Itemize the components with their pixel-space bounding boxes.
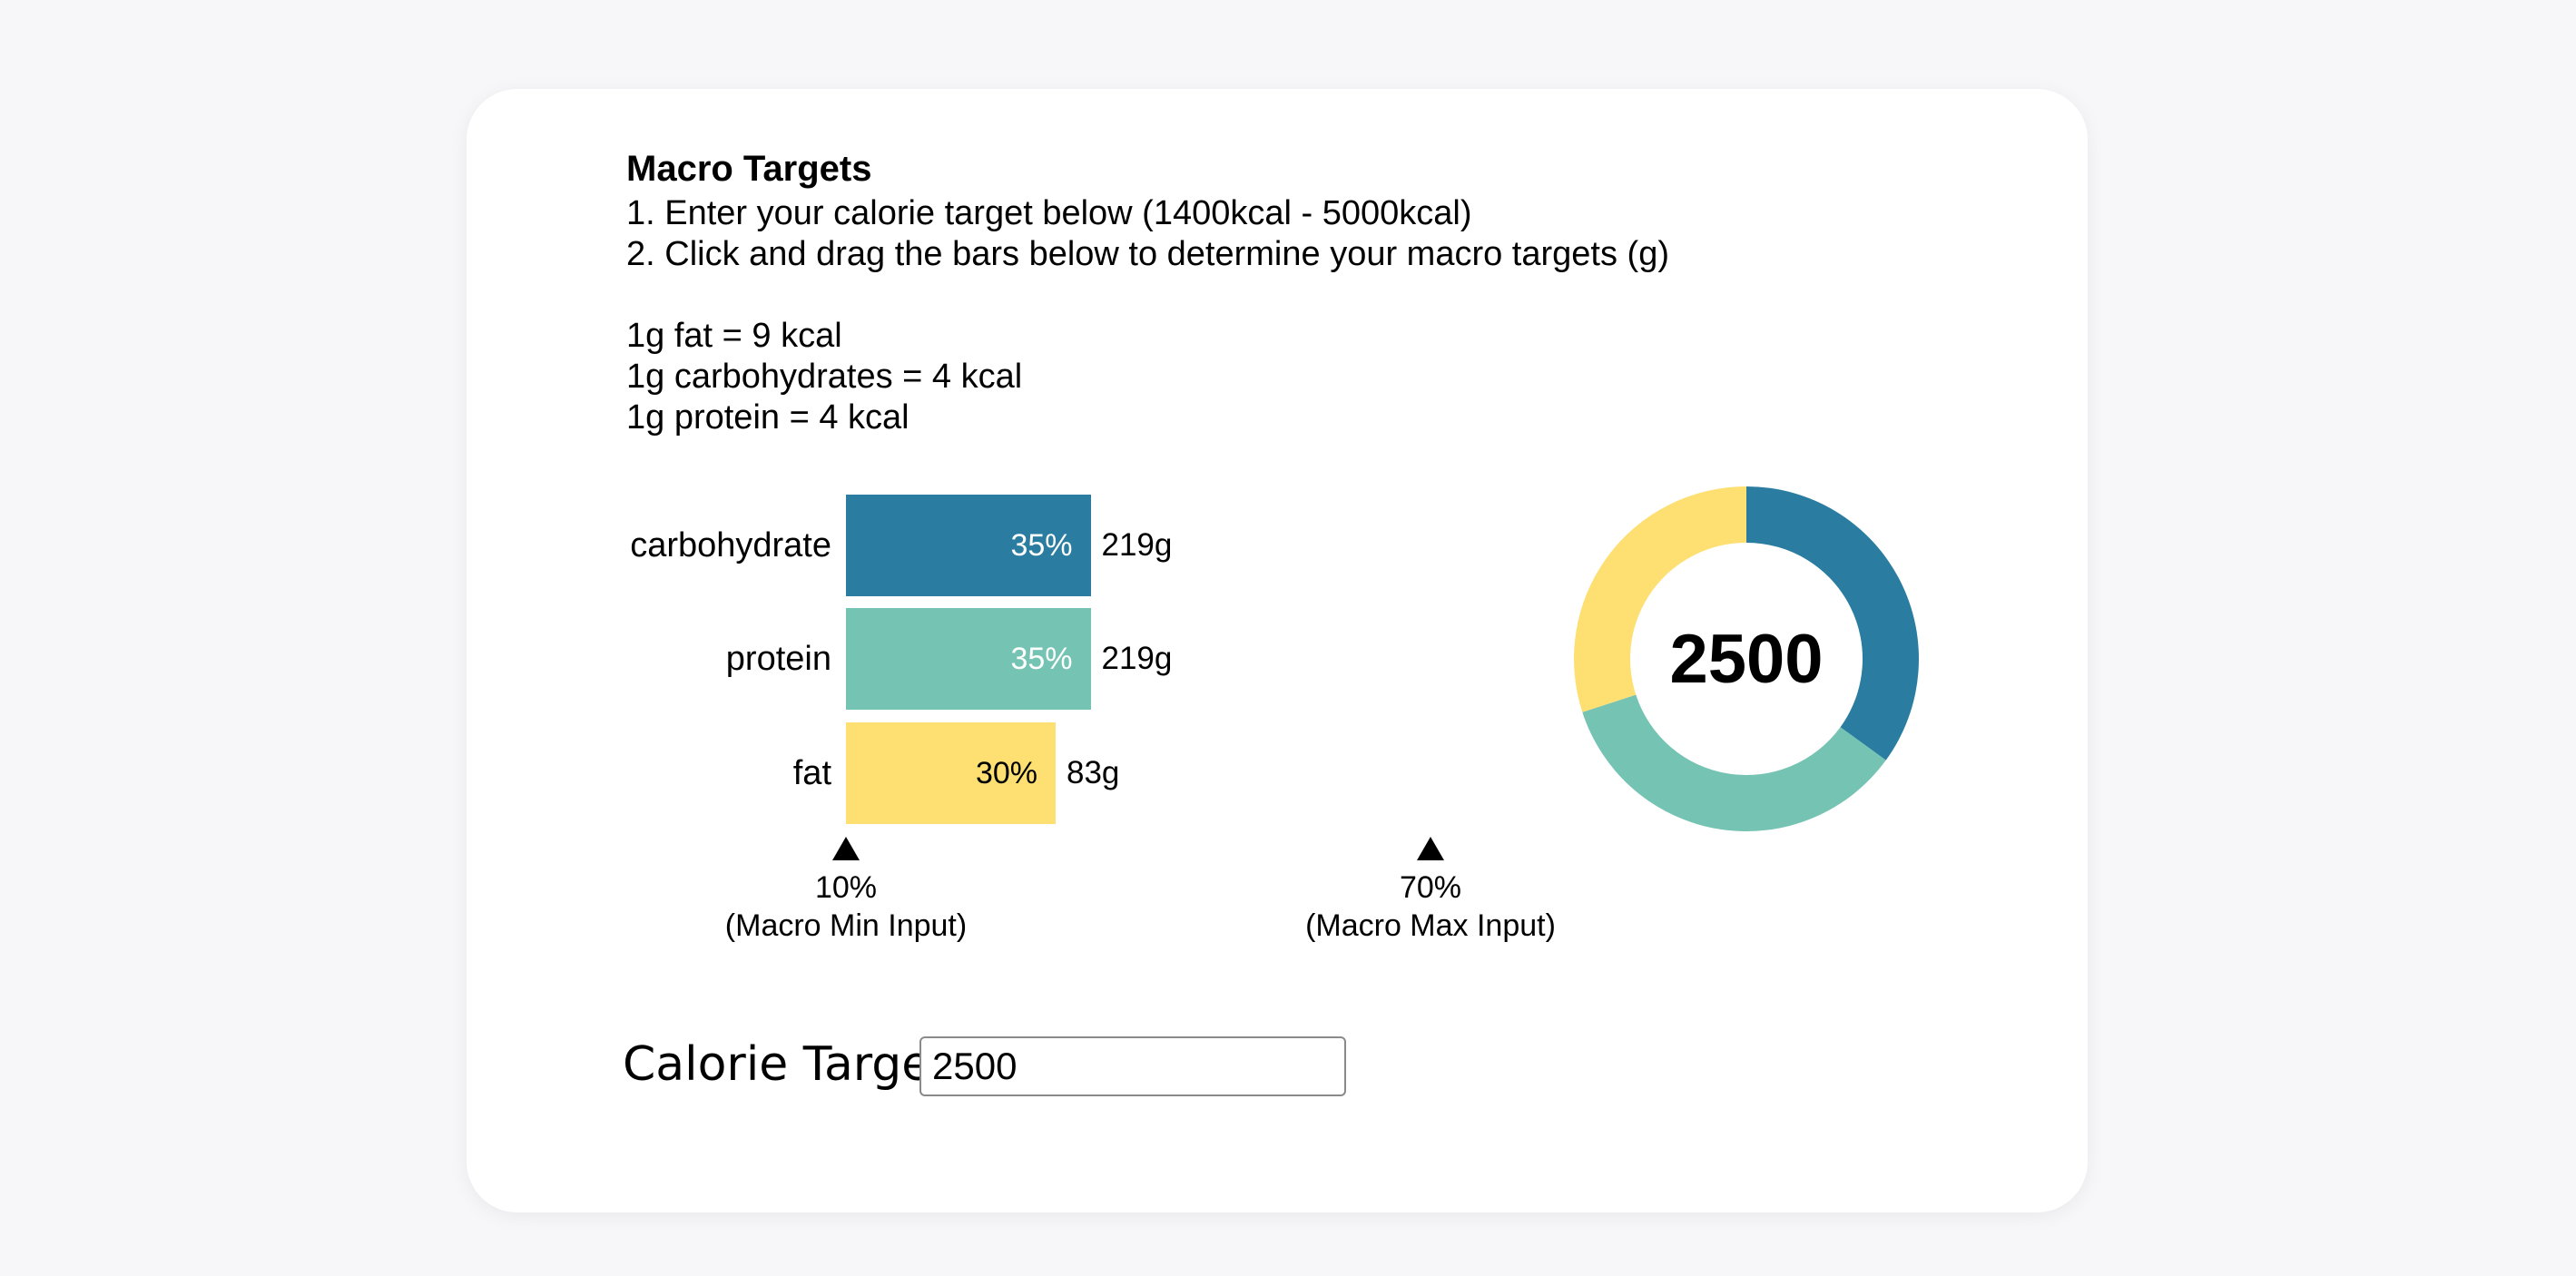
bar-label-protein: protein (725, 640, 831, 678)
calorie-target-label: Calorie Target (623, 1037, 949, 1092)
macro-card (467, 89, 2088, 1212)
grams-protein: 219g (1101, 641, 1173, 676)
max-marker-value: 70% (1399, 870, 1462, 905)
bar-carbohydrate[interactable]: 35% (846, 495, 1091, 596)
calorie-target-input[interactable] (919, 1036, 1346, 1096)
donut-svg (1574, 486, 1919, 831)
donut-segment-carbohydrate (1746, 486, 1919, 761)
donut-segment-protein (1582, 694, 1886, 831)
bar-value-fat: 30% (975, 755, 1037, 790)
grams-carbohydrate: 219g (1101, 527, 1173, 563)
bar-label-carbohydrate: carbohydrate (630, 526, 831, 564)
conversion-carbohydrates: 1g carbohydrates = 4 kcal (626, 358, 1023, 396)
bar-fat[interactable]: 30% (846, 722, 1056, 824)
min-marker-label: (Macro Min Input) (724, 908, 968, 943)
max-marker-triangle-icon (1417, 837, 1444, 860)
page-title: Macro Targets (626, 149, 872, 189)
bar-label-fat: fat (792, 754, 831, 792)
bar-protein[interactable]: 35% (846, 608, 1091, 710)
min-marker-triangle-icon (832, 837, 860, 860)
max-marker-label: (Macro Max Input) (1305, 908, 1556, 943)
instruction-step-1: 1. Enter your calorie target below (1400… (626, 194, 1472, 232)
grams-fat: 83g (1067, 755, 1120, 790)
donut-center-value: 2500 (1669, 620, 1824, 698)
conversion-protein: 1g protein = 4 kcal (626, 398, 909, 437)
donut-segment-fat (1574, 486, 1746, 712)
min-marker-value: 10% (814, 870, 878, 905)
calorie-donut-chart: 2500 (1574, 486, 1919, 831)
conversion-fat: 1g fat = 9 kcal (626, 317, 842, 355)
instruction-step-2: 2. Click and drag the bars below to dete… (626, 235, 1669, 273)
bar-value-protein: 35% (1010, 641, 1073, 676)
bar-value-carbohydrate: 35% (1010, 527, 1073, 563)
